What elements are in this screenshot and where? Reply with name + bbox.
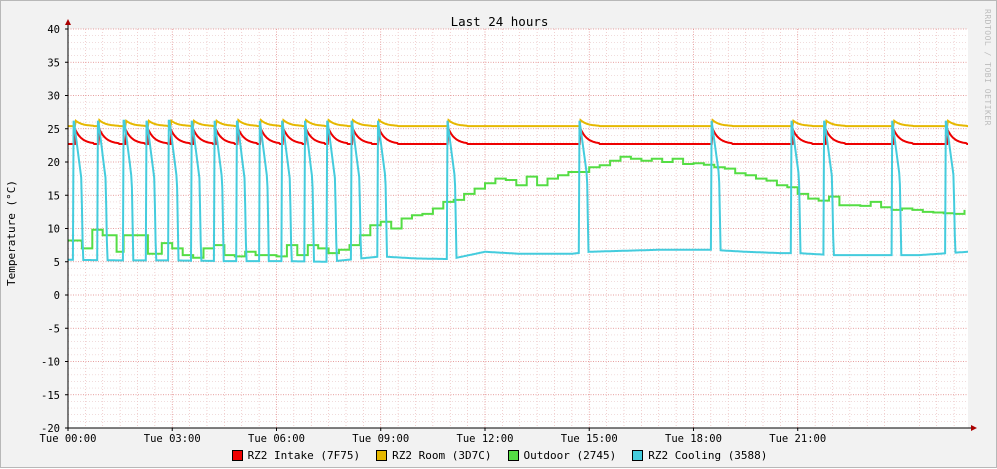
y-axis-label: Temperature (°C) xyxy=(5,180,18,286)
watermark-container: RRDTOOL / TOBI OETIKER xyxy=(980,9,992,129)
y-tick-label: 15 xyxy=(47,190,60,202)
series-line-1 xyxy=(68,118,968,128)
x-tick-label: Tue 21:00 xyxy=(769,433,826,445)
y-axis-arrow xyxy=(65,19,71,25)
series-line-2 xyxy=(68,155,966,259)
y-tick-label: 25 xyxy=(47,124,60,136)
x-tick-label: Tue 15:00 xyxy=(561,433,618,445)
legend-item: RZ2 Room (3D7C) xyxy=(376,448,492,462)
y-tick-label: 5 xyxy=(54,257,60,269)
y-tick-label: -10 xyxy=(41,357,60,369)
legend-swatch xyxy=(632,449,644,461)
x-tick-label: Tue 06:00 xyxy=(248,433,305,445)
legend-label: RZ2 Cooling (3588) xyxy=(648,448,768,462)
legend: RZ2 Intake (7F75) RZ2 Room (3D7C) Outdoor … xyxy=(1,447,997,463)
series-line-0 xyxy=(68,124,968,145)
legend-swatch xyxy=(507,449,519,461)
legend-label: RZ2 Intake (7F75) xyxy=(247,448,361,462)
y-tick-label: 0 xyxy=(54,290,60,302)
x-axis-arrow xyxy=(971,425,977,431)
legend-item: RZ2 Cooling (3588) xyxy=(632,449,767,462)
watermark: RRDTOOL / TOBI OETIKER xyxy=(983,9,992,126)
y-tick-label: 30 xyxy=(47,91,60,103)
y-tick-label: -20 xyxy=(41,423,60,435)
series-line-3 xyxy=(68,119,968,263)
legend-label: Outdoor (2745) xyxy=(523,448,617,462)
x-tick-label: Tue 00:00 xyxy=(40,433,97,445)
x-tick-label: Tue 12:00 xyxy=(457,433,514,445)
y-tick-label: 10 xyxy=(47,224,60,236)
y-tick-label: 20 xyxy=(47,157,60,169)
legend-swatch xyxy=(231,449,243,461)
x-tick-label: Tue 09:00 xyxy=(352,433,409,445)
legend-swatch xyxy=(376,449,388,461)
y-tick-label: 35 xyxy=(47,57,60,69)
chart-title: Last 24 hours xyxy=(450,14,549,29)
x-tick-label: Tue 03:00 xyxy=(144,433,201,445)
y-tick-label: -15 xyxy=(41,390,60,402)
x-tick-label: Tue 18:00 xyxy=(665,433,722,445)
y-tick-label: -5 xyxy=(47,323,60,335)
legend-item: RZ2 Intake (7F75) xyxy=(231,448,361,462)
y-tick-label: 40 xyxy=(47,24,60,36)
y-axis-label-container: Temperature (°C) xyxy=(5,131,19,291)
legend-label: RZ2 Room (3D7C) xyxy=(392,448,492,462)
legend-item: Outdoor (2745) xyxy=(507,448,617,462)
